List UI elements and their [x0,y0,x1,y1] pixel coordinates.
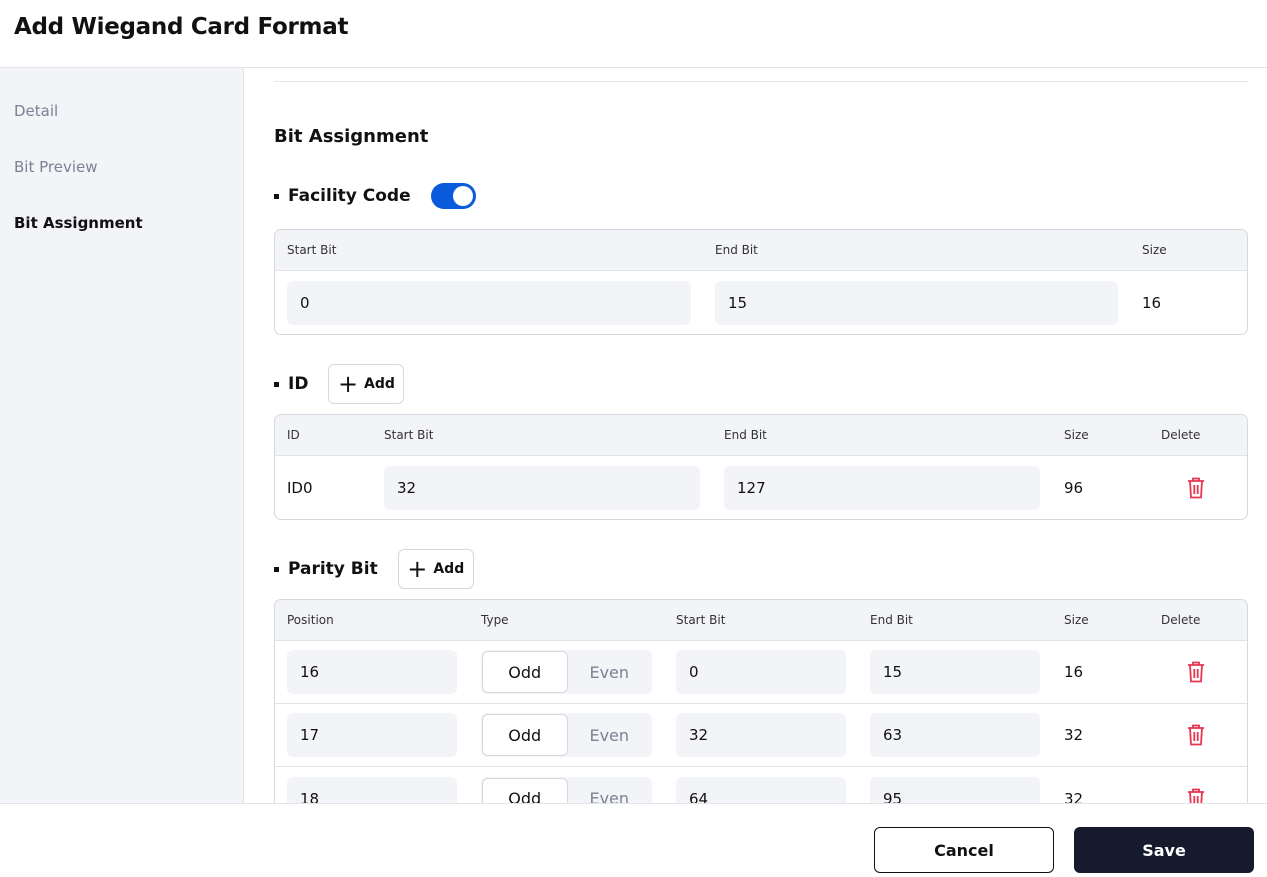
start-bit-input[interactable]: 0 [676,650,846,694]
sidebar-item-detail[interactable]: Detail [14,102,59,120]
divider [274,81,1248,82]
table-row: 18 Odd Even 64 95 32 [275,767,1247,803]
parity-table: Position Type Start Bit End Bit Size Del… [274,599,1248,803]
add-label: Add [364,376,395,392]
end-bit-input[interactable]: 15 [870,650,1040,694]
size-value: 32 [1064,789,1084,804]
facility-code-table: Start Bit End Bit Size 0 15 16 [274,229,1248,335]
col-end-bit: End Bit [870,613,913,627]
id-label: ID [288,374,309,394]
type-option-odd[interactable]: Odd [482,777,568,803]
page-title: Add Wiegand Card Format [14,14,349,40]
col-size: Size [1064,428,1089,442]
plus-icon: + [337,370,359,398]
toggle-knob [452,186,473,206]
parity-bit-label: Parity Bit [288,559,378,579]
col-size: Size [1142,243,1167,257]
section-title: Bit Assignment [274,126,429,147]
type-option-odd[interactable]: Odd [482,714,568,756]
facility-code-heading: Facility Code [274,183,476,209]
id-heading: ID + Add [274,364,405,404]
start-bit-input[interactable]: 0 [287,280,691,325]
header: Add Wiegand Card Format [0,0,1267,68]
sidebar: Detail Bit Preview Bit Assignment [0,68,244,803]
size-value: 16 [1064,663,1084,681]
type-segmented-control: Odd Even [481,713,652,757]
id-value: ID0 [287,478,313,497]
col-start-bit: Start Bit [384,428,434,442]
trash-icon[interactable] [1187,477,1205,499]
cancel-button[interactable]: Cancel [874,827,1054,873]
size-value: 32 [1064,726,1084,744]
col-delete: Delete [1161,428,1201,442]
col-start-bit: Start Bit [287,243,337,257]
table-row: 0 15 16 [275,271,1247,334]
add-parity-button[interactable]: + Add [397,549,474,589]
end-bit-input[interactable]: 15 [715,280,1118,325]
sidebar-item-bit-assignment[interactable]: Bit Assignment [14,214,143,232]
plus-icon: + [407,555,428,583]
main-content: Bit Assignment Facility Code Start Bit E… [244,68,1267,803]
position-input[interactable]: 17 [287,713,457,757]
table-header: ID Start Bit End Bit Size Delete [275,415,1247,456]
size-value: 16 [1142,293,1162,312]
parity-bit-heading: Parity Bit + Add [274,549,474,589]
table-row: ID0 32 127 96 [275,456,1247,519]
sidebar-item-bit-preview[interactable]: Bit Preview [14,158,98,176]
col-end-bit: End Bit [724,428,767,442]
position-input[interactable]: 16 [287,650,457,694]
add-id-button[interactable]: + Add [328,364,405,404]
col-delete: Delete [1161,613,1201,627]
type-option-even[interactable]: Even [589,725,630,745]
id-table: ID Start Bit End Bit Size Delete ID0 32 … [274,414,1248,520]
type-option-even[interactable]: Even [589,662,630,682]
col-id: ID [287,428,300,442]
type-segmented-control: Odd Even [481,776,652,803]
col-end-bit: End Bit [715,243,758,257]
footer: Cancel Save [0,803,1267,877]
col-position: Position [287,613,334,627]
bullet-icon [274,566,279,572]
start-bit-input[interactable]: 64 [676,776,846,803]
position-input[interactable]: 18 [287,776,457,803]
facility-code-label: Facility Code [288,186,411,206]
size-value: 96 [1064,478,1084,497]
add-label: Add [433,561,465,577]
save-button[interactable]: Save [1074,827,1254,873]
facility-code-toggle[interactable] [430,183,476,209]
type-segmented-control: Odd Even [481,650,652,694]
trash-icon[interactable] [1187,724,1205,746]
trash-icon[interactable] [1187,661,1205,683]
end-bit-input[interactable]: 127 [724,465,1040,510]
table-row: 16 Odd Even 0 15 16 [275,641,1247,704]
col-type: Type [481,613,509,627]
start-bit-input[interactable]: 32 [384,465,700,510]
col-start-bit: Start Bit [676,613,726,627]
bullet-icon [274,193,279,199]
table-header: Position Type Start Bit End Bit Size Del… [275,600,1247,641]
type-option-even[interactable]: Even [589,789,630,803]
start-bit-input[interactable]: 32 [676,713,846,757]
table-row: 17 Odd Even 32 63 32 [275,704,1247,767]
table-header: Start Bit End Bit Size [275,230,1247,271]
end-bit-input[interactable]: 63 [870,713,1040,757]
end-bit-input[interactable]: 95 [870,776,1040,803]
trash-icon[interactable] [1187,788,1205,804]
type-option-odd[interactable]: Odd [482,651,568,693]
bullet-icon [274,381,279,387]
col-size: Size [1064,613,1089,627]
